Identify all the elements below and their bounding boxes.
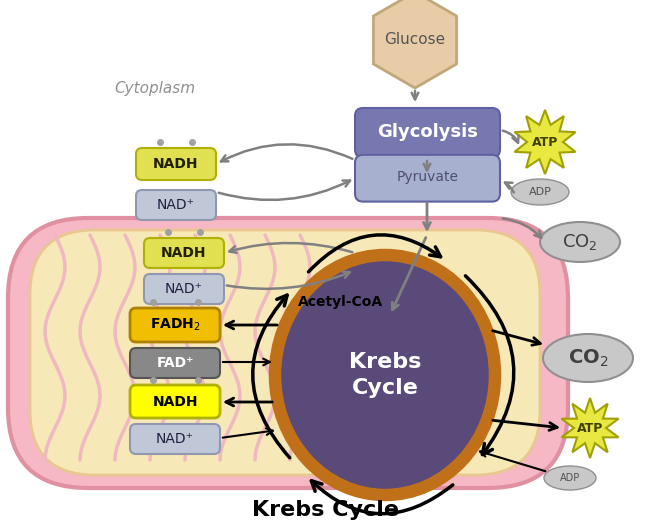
Text: Acetyl-CoA: Acetyl-CoA <box>298 295 383 309</box>
FancyBboxPatch shape <box>355 155 500 201</box>
FancyBboxPatch shape <box>136 190 216 220</box>
Text: Glycolysis: Glycolysis <box>377 123 478 142</box>
Text: FAD⁺: FAD⁺ <box>156 356 194 370</box>
FancyBboxPatch shape <box>136 148 216 180</box>
Text: Cytoplasm: Cytoplasm <box>114 81 196 95</box>
Polygon shape <box>374 0 456 88</box>
Text: Pyruvate: Pyruvate <box>396 170 458 184</box>
FancyBboxPatch shape <box>130 308 220 342</box>
Polygon shape <box>515 110 575 174</box>
Polygon shape <box>562 398 619 458</box>
FancyBboxPatch shape <box>130 385 220 418</box>
FancyBboxPatch shape <box>144 274 224 304</box>
FancyBboxPatch shape <box>130 348 220 378</box>
Text: Krebs Cycle: Krebs Cycle <box>252 500 398 520</box>
Text: CO$_2$: CO$_2$ <box>568 347 608 369</box>
Text: NAD⁺: NAD⁺ <box>157 198 195 212</box>
FancyBboxPatch shape <box>144 238 224 268</box>
Text: NAD⁺: NAD⁺ <box>165 282 203 296</box>
Ellipse shape <box>544 466 596 490</box>
FancyBboxPatch shape <box>355 108 500 157</box>
Text: ADP: ADP <box>528 187 551 197</box>
FancyBboxPatch shape <box>30 230 540 475</box>
Ellipse shape <box>543 334 633 382</box>
Ellipse shape <box>511 179 569 205</box>
Text: NADH: NADH <box>152 394 198 409</box>
Text: NADH: NADH <box>161 246 207 260</box>
Text: ATP: ATP <box>577 421 603 435</box>
Text: NADH: NADH <box>153 157 199 171</box>
Text: ADP: ADP <box>560 473 580 483</box>
Text: CO$_2$: CO$_2$ <box>562 232 598 252</box>
Text: FADH$_2$: FADH$_2$ <box>150 317 200 333</box>
Ellipse shape <box>540 222 620 262</box>
Ellipse shape <box>275 255 495 495</box>
Text: Glucose: Glucose <box>384 32 445 48</box>
FancyBboxPatch shape <box>8 218 568 488</box>
Text: Krebs
Cycle: Krebs Cycle <box>349 352 421 398</box>
Text: ATP: ATP <box>532 136 558 148</box>
Text: NAD⁺: NAD⁺ <box>156 432 194 446</box>
FancyBboxPatch shape <box>130 424 220 454</box>
